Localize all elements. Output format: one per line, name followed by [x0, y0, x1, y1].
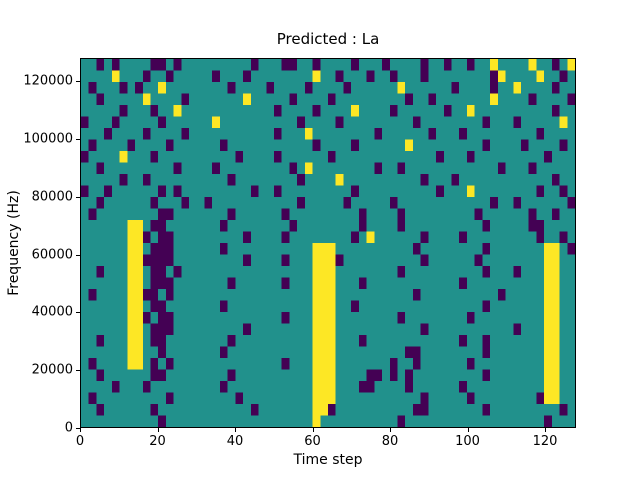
x-tick-mark: [235, 428, 236, 432]
x-tick-label: 40: [226, 434, 244, 449]
x-tick-mark: [390, 428, 391, 432]
y-tick-mark: [76, 312, 80, 314]
x-axis-label: Time step: [293, 452, 363, 468]
y-tick-label: 80000: [31, 189, 73, 205]
y-tick-mark: [76, 81, 80, 83]
y-tick-label: 120000: [23, 73, 73, 89]
y-tick-label: 40000: [31, 304, 73, 320]
x-tick-label: 80: [381, 434, 399, 449]
x-tick-mark: [467, 428, 469, 432]
y-tick-mark: [76, 370, 80, 372]
x-tick-mark: [312, 428, 314, 432]
y-tick-label: 0: [64, 420, 73, 436]
x-tick-mark: [80, 428, 81, 432]
x-tick-mark: [157, 428, 159, 432]
x-tick-label: 0: [75, 434, 85, 449]
y-tick-label: 60000: [31, 247, 73, 263]
x-tick-label: 20: [149, 434, 166, 449]
x-tick-label: 60: [304, 434, 321, 449]
y-tick-label: 20000: [31, 362, 73, 378]
x-tick-label: 100: [455, 434, 480, 449]
y-tick-mark: [76, 138, 80, 140]
y-tick-label: 100000: [23, 131, 73, 147]
chart-title: Predicted : La: [276, 30, 380, 48]
x-tick-mark: [545, 428, 546, 432]
x-tick-label: 120: [532, 434, 558, 449]
y-tick-mark: [76, 254, 80, 256]
y-tick-mark: [76, 428, 80, 429]
heatmap-canvas: [80, 58, 576, 428]
y-axis-label: Frequency (Hz): [6, 190, 22, 296]
y-tick-mark: [76, 196, 80, 198]
